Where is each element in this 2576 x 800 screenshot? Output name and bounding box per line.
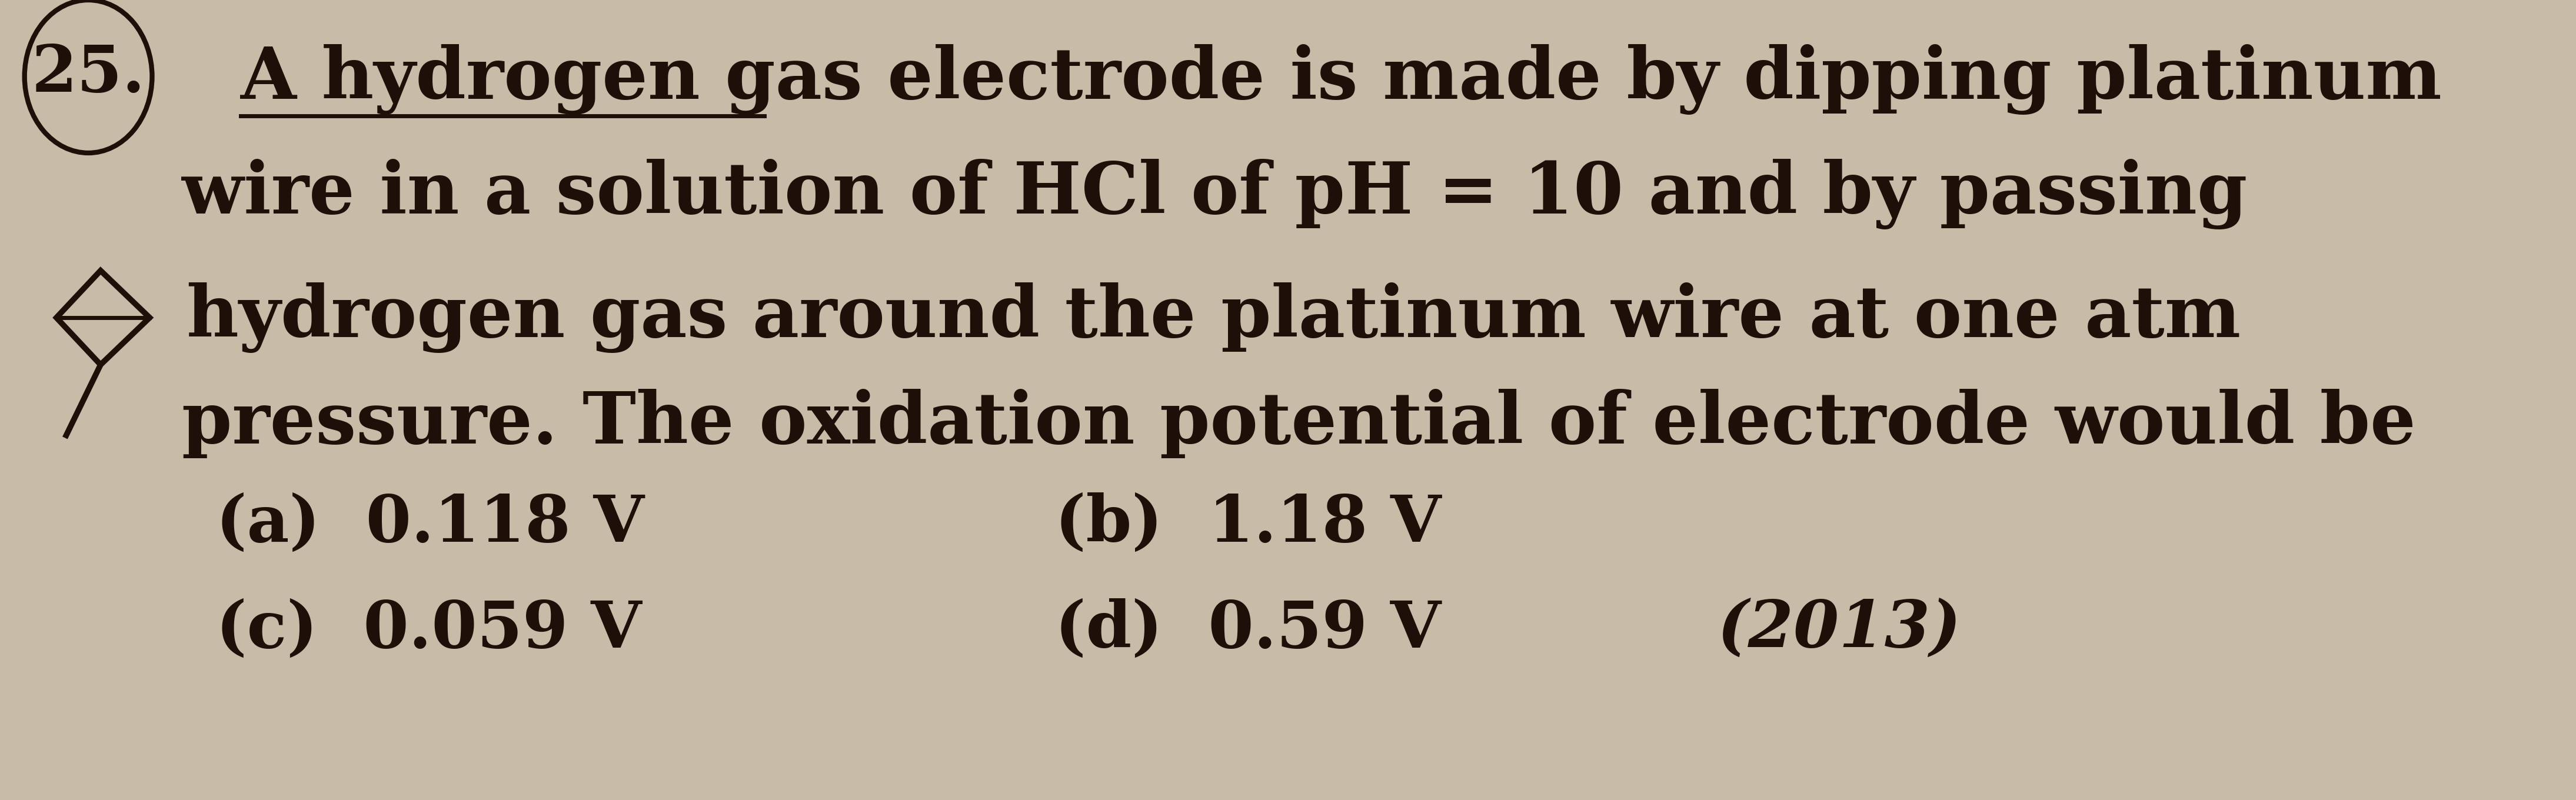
Text: wire in a solution of HCl of pH = 10 and by passing: wire in a solution of HCl of pH = 10 and…	[180, 159, 2246, 230]
Text: (c)  0.059 V: (c) 0.059 V	[216, 598, 641, 661]
Text: (b)  1.18 V: (b) 1.18 V	[1054, 492, 1440, 555]
Text: A hydrogen gas electrode is made by dipping platinum: A hydrogen gas electrode is made by dipp…	[240, 44, 2442, 114]
Text: (2013): (2013)	[1718, 598, 1960, 661]
Text: (d)  0.59 V: (d) 0.59 V	[1054, 598, 1440, 661]
Text: pressure. The oxidation potential of electrode would be: pressure. The oxidation potential of ele…	[180, 389, 2416, 458]
Text: 25.: 25.	[31, 42, 144, 105]
Text: (a)  0.118 V: (a) 0.118 V	[216, 492, 644, 555]
Text: hydrogen gas around the platinum wire at one atm: hydrogen gas around the platinum wire at…	[185, 282, 2241, 353]
